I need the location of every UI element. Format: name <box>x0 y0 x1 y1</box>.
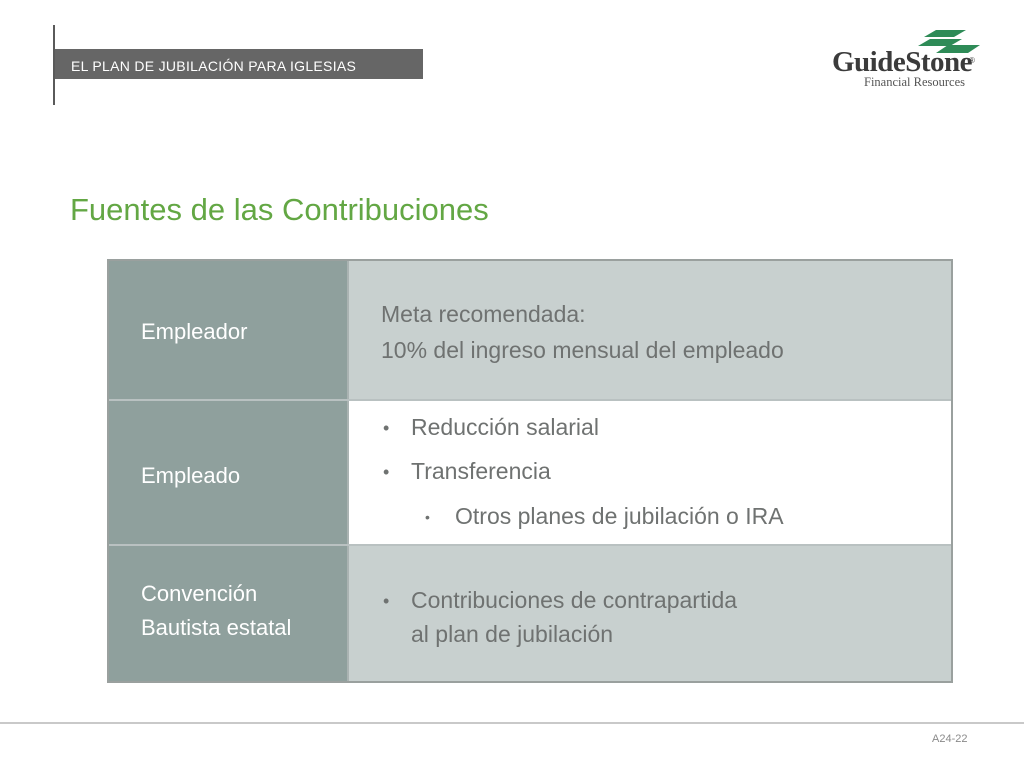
row-label: Empleador <box>141 319 248 344</box>
bullet-item-continuation: al plan de jubilación <box>411 621 614 647</box>
table-row-empleador: Empleador Meta recomendada: 10% del ingr… <box>109 261 951 399</box>
table-row-empleado: Empleado • Reducción salarial • Transfer… <box>109 399 951 544</box>
row-label: Empleado <box>141 463 241 488</box>
row-label: Convención <box>141 581 258 606</box>
content-line: 10% del ingreso mensual del empleado <box>381 337 784 363</box>
bullet-item: Contribuciones de contrapartida <box>411 587 738 613</box>
logo-subtitle: Financial Resources <box>864 75 966 89</box>
row-label-cell: Convención Bautista estatal <box>109 546 347 681</box>
row-label: Bautista estatal <box>141 615 292 640</box>
logo-wordmark: GuideStone <box>832 46 973 78</box>
slide-title: Fuentes de las Contribuciones <box>70 192 489 227</box>
bullet-item: Transferencia <box>411 458 551 484</box>
bullet-item: Reducción salarial <box>411 414 599 440</box>
table-row-convencion: Convención Bautista estatal • Contribuci… <box>109 544 951 681</box>
slide-code: A24-22 <box>932 733 968 745</box>
contributions-table: Empleador Meta recomendada: 10% del ingr… <box>107 259 953 683</box>
row-content-cell: Meta recomendada: 10% del ingreso mensua… <box>347 261 951 399</box>
sub-bullet-item: Otros planes de jubilación o IRA <box>455 503 784 529</box>
logo-registered-mark: ® <box>969 56 975 65</box>
green-stacked-diamonds-logo-icon <box>918 30 980 53</box>
footer-divider <box>0 722 1024 724</box>
guidestone-logo: GuideStone ® Financial Resources <box>832 30 982 94</box>
header-band: EL PLAN DE JUBILACIÓN PARA IGLESIAS <box>55 49 423 79</box>
row-content-cell: • Contribuciones de contrapartida al pla… <box>347 546 951 681</box>
header-vertical-rule <box>53 25 55 105</box>
row-label-cell: Empleador <box>109 261 347 399</box>
content-line: Meta recomendada: <box>381 301 586 327</box>
row-content-cell: • Reducción salarial • Transferencia • O… <box>347 401 951 544</box>
bullet-dot-icon: • <box>383 462 390 482</box>
bullet-dot-icon: • <box>383 418 390 438</box>
bullet-dot-icon: • <box>383 591 390 611</box>
sub-bullet-dot-icon: • <box>425 509 430 525</box>
row-label-cell: Empleado <box>109 401 347 544</box>
